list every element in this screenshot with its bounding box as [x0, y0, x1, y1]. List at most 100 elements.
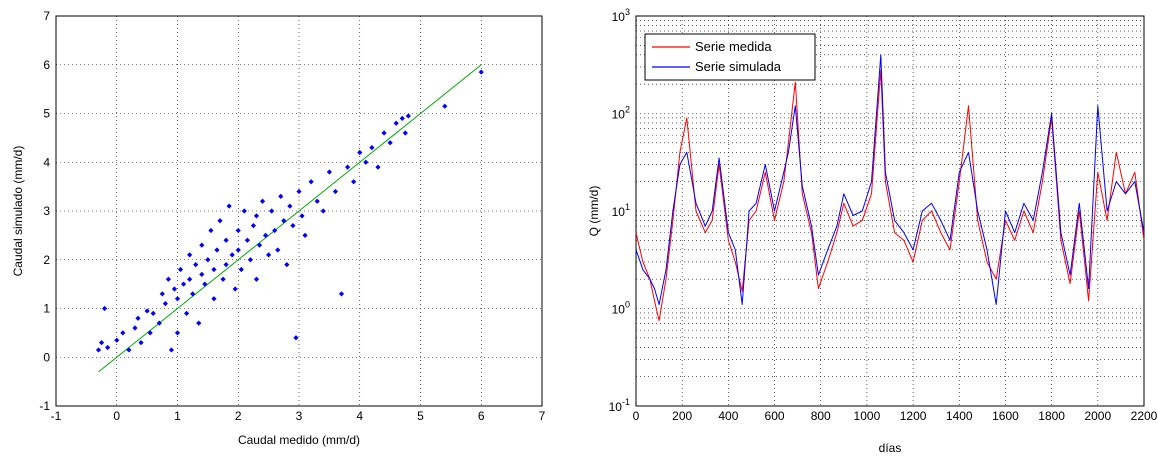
scatter-point	[184, 310, 190, 316]
timeseries-ylabel: Q (mm/d)	[587, 186, 601, 237]
scatter-point	[399, 115, 405, 121]
legend-label-serie-simulada: Serie simulada	[695, 59, 782, 74]
scatter-point	[284, 262, 290, 268]
scatter-point	[326, 169, 332, 175]
timeseries-tick-labels: 0 200 400 600 800 1000 1200 1400 1600 1800 2000 220…	[609, 7, 1158, 423]
scatter-point	[223, 237, 229, 243]
scatter-xtick-label: 6	[478, 409, 485, 423]
scatter-point	[220, 276, 226, 282]
series-line-serie-medida	[635, 69, 1145, 322]
scatter-ytick-label: 6	[43, 58, 50, 72]
scatter-point	[135, 315, 141, 321]
scatter-point	[247, 257, 253, 263]
scatter-ytick-label: 2	[43, 253, 50, 267]
scatter-point	[214, 247, 220, 253]
scatter-point	[187, 252, 193, 258]
scatter-point	[202, 281, 208, 287]
scatter-point	[211, 266, 217, 273]
fit-line	[98, 64, 482, 373]
scatter-point	[235, 247, 241, 253]
timeseries-xlabel: días	[879, 441, 902, 454]
scatter-point	[199, 271, 205, 277]
scatter-point	[180, 281, 187, 287]
scatter-point	[120, 330, 126, 336]
scatter-point	[235, 227, 241, 234]
timeseries-xtick-label: 1200	[900, 409, 927, 423]
scatter-point	[156, 320, 162, 326]
scatter-ytick-label: -1	[39, 399, 50, 413]
scatter-point	[223, 262, 229, 268]
timeseries-ytick-label: 102	[612, 105, 630, 122]
scatter-point	[168, 347, 175, 353]
scatter-point	[226, 203, 232, 209]
scatter-point	[187, 276, 193, 282]
scatter-point	[159, 291, 165, 297]
scatter-xtick-label: 0	[113, 409, 120, 423]
scatter-points	[95, 69, 484, 353]
timeseries-xtick-label: 1800	[1038, 409, 1065, 423]
timeseries-xtick-label: 1600	[992, 409, 1019, 423]
timeseries-xtick-label: 400	[718, 409, 738, 423]
scatter-point	[381, 130, 387, 136]
timeseries-xtick-label: 800	[811, 409, 831, 423]
scatter-xtick-label: 5	[417, 409, 424, 423]
scatter-ytick-label: 4	[43, 155, 50, 169]
scatter-point	[393, 120, 399, 126]
scatter-point	[105, 344, 111, 351]
scatter-point	[193, 262, 199, 268]
series-line-serie-simulada	[635, 54, 1145, 305]
scatter-point	[369, 145, 375, 151]
timeseries-xtick-label: 1000	[854, 409, 881, 423]
scatter-point	[278, 193, 284, 199]
scatter-point	[95, 347, 102, 353]
scatter-point	[375, 164, 381, 170]
timeseries-xtick-label: 600	[765, 409, 785, 423]
timeseries-xtick-label: 1400	[946, 409, 973, 423]
scatter-point	[177, 266, 184, 273]
scatter-tick-labels: -1 0 1 2 3 4 5 6 7 -1 0 1 2 3 4 5 6 7	[39, 9, 545, 423]
scatter-point	[211, 296, 217, 302]
scatter-point	[199, 242, 205, 248]
scatter-point	[281, 218, 287, 224]
scatter-point	[232, 286, 238, 292]
scatter-point	[351, 179, 357, 185]
timeseries-ytick-label: 101	[612, 202, 630, 219]
scatter-point	[150, 310, 156, 316]
scatter-point	[275, 247, 281, 253]
scatter-point	[293, 335, 299, 341]
timeseries-xtick-label: 200	[672, 409, 692, 423]
scatter-ytick-label: 5	[43, 107, 50, 121]
scatter-point	[308, 179, 314, 185]
scatter-xtick-label: 4	[356, 409, 363, 423]
scatter-point	[241, 208, 247, 214]
scatter-grid	[56, 16, 542, 406]
scatter-point	[345, 164, 351, 170]
scatter-point	[387, 140, 393, 146]
scatter-point	[290, 223, 296, 229]
scatter-point	[165, 276, 171, 282]
scatter-point	[478, 69, 484, 75]
timeseries-ytick-label: 100	[612, 300, 630, 317]
scatter-point	[238, 266, 244, 273]
scatter-point	[363, 159, 369, 165]
scatter-ytick-label: 3	[43, 204, 50, 218]
scatter-point	[196, 320, 202, 326]
scatter-xtick-label: -1	[51, 409, 62, 423]
scatter-point	[253, 276, 260, 282]
scatter-ytick-label: 0	[43, 350, 50, 364]
scatter-xtick-label: 3	[296, 409, 303, 423]
scatter-point	[253, 213, 260, 219]
scatter-point	[102, 305, 108, 312]
scatter-point	[171, 286, 178, 292]
timeseries-chart: 0 200 400 600 800 1000 1200 1400 1600 1800 2000 220…	[587, 7, 1158, 455]
scatter-point	[244, 237, 250, 243]
timeseries-ytick-label: 10-1	[609, 397, 630, 414]
scatter-chart: -1 0 1 2 3 4 5 6 7 -1 0 1 2 3 4 5 6 7 Caudal medido (mm/d…	[11, 9, 546, 447]
timeseries-xtick-label: 2200	[1131, 409, 1158, 423]
scatter-point	[405, 113, 411, 119]
timeseries-ytick-label: 103	[612, 7, 630, 24]
scatter-point	[205, 257, 211, 263]
timeseries-xtick-label: 0	[633, 409, 640, 423]
scatter-point	[402, 130, 408, 136]
